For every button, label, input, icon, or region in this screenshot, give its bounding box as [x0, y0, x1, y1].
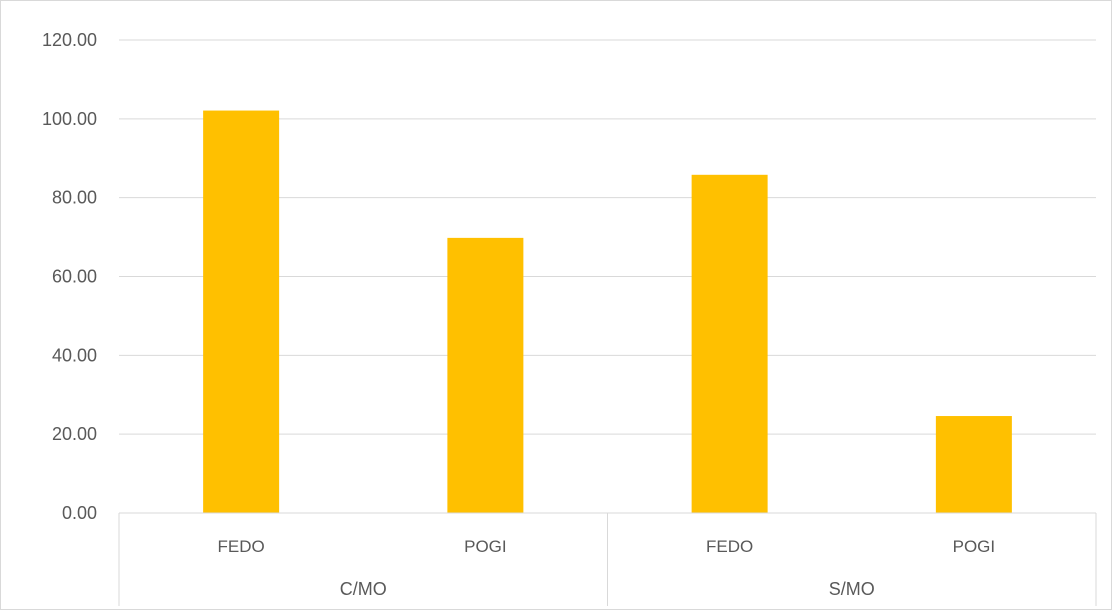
x-axis: [118, 512, 1097, 606]
y-tick-label: 80.00: [52, 188, 97, 208]
bar-pogi-2: [447, 237, 524, 513]
bar-fedo-3: [691, 174, 768, 513]
y-tick-label: 40.00: [52, 345, 97, 365]
bar-pogi-4: [935, 416, 1012, 513]
y-tick-label: 100.00: [42, 109, 97, 129]
x-category-label: POGI: [953, 537, 996, 556]
x-axis-groups: C/MO S/MO: [340, 579, 875, 599]
bar-fedo-1: [203, 110, 280, 513]
bars: [203, 110, 1012, 513]
x-category-label: FEDO: [706, 537, 753, 556]
y-axis-ticks: 0.00 20.00 40.00 60.00 80.00 100.00 120.00: [42, 30, 97, 523]
x-category-label: FEDO: [218, 537, 265, 556]
x-category-label: POGI: [464, 537, 507, 556]
y-tick-label: 20.00: [52, 424, 97, 444]
y-tick-label: 120.00: [42, 30, 97, 50]
y-tick-label: 60.00: [52, 267, 97, 287]
gridlines: [119, 39, 1096, 435]
y-tick-label: 0.00: [62, 503, 97, 523]
x-group-label: S/MO: [829, 579, 875, 599]
x-axis-categories: FEDO POGI FEDO POGI: [218, 537, 996, 556]
x-group-label: C/MO: [340, 579, 387, 599]
